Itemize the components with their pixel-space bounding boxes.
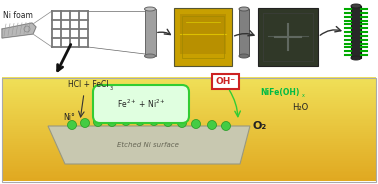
Bar <box>263 13 313 61</box>
Circle shape <box>68 121 76 130</box>
Bar <box>182 16 224 58</box>
Bar <box>174 8 232 66</box>
Circle shape <box>164 118 172 127</box>
Text: OH⁻: OH⁻ <box>215 77 235 86</box>
Ellipse shape <box>144 7 155 11</box>
Ellipse shape <box>144 54 155 58</box>
Text: H₂O: H₂O <box>292 103 308 112</box>
Bar <box>351 6 361 58</box>
Circle shape <box>208 121 217 130</box>
Circle shape <box>150 116 158 125</box>
Bar <box>258 8 318 66</box>
Circle shape <box>178 118 186 128</box>
Text: Etched Ni surface: Etched Ni surface <box>117 142 179 148</box>
Text: x: x <box>302 93 305 98</box>
Bar <box>145 9 156 56</box>
Circle shape <box>135 116 144 125</box>
Circle shape <box>222 121 231 130</box>
Ellipse shape <box>351 4 361 8</box>
Text: Fe$^{2+}$ + Ni$^{2+}$: Fe$^{2+}$ + Ni$^{2+}$ <box>116 98 166 110</box>
Polygon shape <box>48 126 250 164</box>
Circle shape <box>107 118 116 127</box>
Circle shape <box>192 119 200 128</box>
Circle shape <box>121 116 130 125</box>
Text: Ni foam: Ni foam <box>3 11 33 20</box>
Text: Ni°: Ni° <box>63 113 75 122</box>
Ellipse shape <box>351 56 361 60</box>
Circle shape <box>93 118 102 127</box>
FancyBboxPatch shape <box>212 74 239 89</box>
Bar <box>2 78 376 182</box>
Text: 3: 3 <box>110 86 113 91</box>
Circle shape <box>81 118 90 128</box>
Text: NiFe(OH): NiFe(OH) <box>260 88 299 97</box>
FancyBboxPatch shape <box>93 85 189 123</box>
Polygon shape <box>2 23 36 38</box>
Ellipse shape <box>239 54 249 58</box>
Ellipse shape <box>239 7 249 11</box>
Bar <box>239 9 249 56</box>
Text: HCl + FeCl: HCl + FeCl <box>68 80 108 89</box>
Text: O₂: O₂ <box>253 121 267 131</box>
